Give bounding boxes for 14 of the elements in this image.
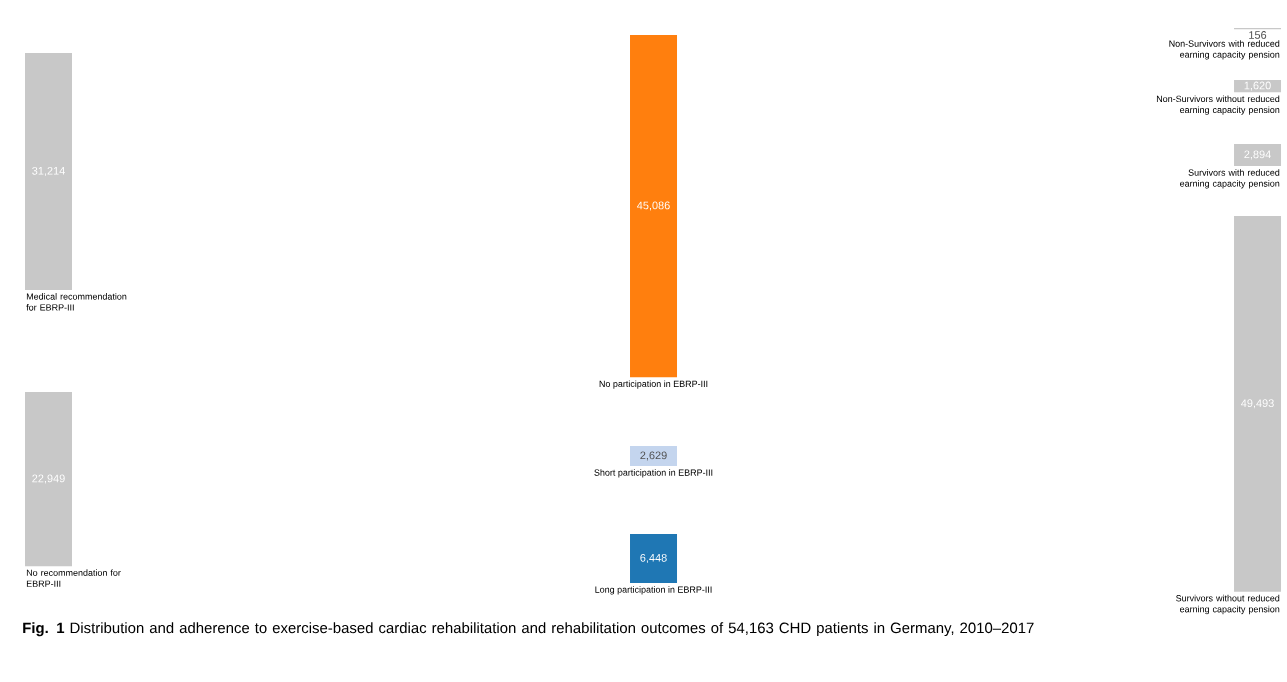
category-label: No recommendation for EBRP-III [26, 569, 121, 587]
category-label: Medical recommendation for EBRP-III [26, 293, 127, 311]
text: Fig. 1 Distribution and adherence to exercise-based cardiac rehabilitation and rehabilitation outcomes of 54,163 CHD patients in Germany, 2010–2017 [23, 622, 1034, 637]
category-label: Survivors with reduced earning capacity pension [1180, 169, 1280, 189]
category-label: Non-Survivors without reduced earning capacity pension [1156, 95, 1280, 115]
category-label: Long participation in EBRP-III [595, 586, 712, 595]
category-label: Short participation in EBRP-III [594, 469, 713, 478]
category-label: No participation in EBRP-III [599, 380, 708, 389]
data-label: 6,448 [640, 553, 667, 563]
data-label: 45,086 [637, 201, 670, 211]
category-label: Non-Survivors with reduced earning capacity pension [1169, 40, 1280, 60]
category-label: Survivors without reduced earning capacity pension [1176, 594, 1280, 615]
data-label: 156 [1249, 31, 1267, 39]
data-label: 2,629 [640, 451, 667, 461]
